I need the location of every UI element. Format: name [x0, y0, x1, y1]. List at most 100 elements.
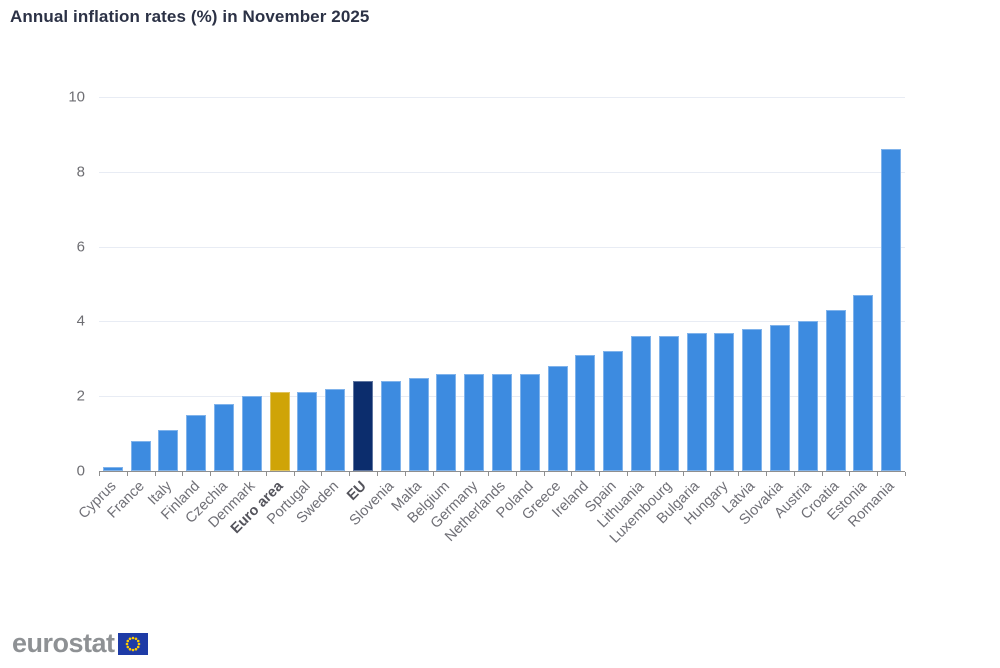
x-axis-tick [154, 472, 156, 476]
x-axis-tick [432, 472, 434, 476]
bar-slovenia[interactable] [380, 381, 401, 471]
x-axis-tick [627, 472, 629, 476]
inflation-bar-chart: 0 2 4 6 8 10 Cyprus France Italy Finland Czechia D… [68, 90, 906, 547]
bar-slot-portugal [294, 97, 322, 471]
bar-austria[interactable] [797, 321, 818, 471]
bar-slot-italy [155, 97, 183, 471]
y-axis-tick-label-4: 4 [76, 312, 85, 330]
bar-spain[interactable] [603, 351, 624, 471]
bar-ireland[interactable] [575, 355, 596, 471]
y-axis-tick-label-0: 0 [76, 462, 85, 480]
bar-slot-hungary [711, 97, 739, 471]
bar-slot-germany [460, 97, 488, 471]
x-axis-tick [905, 472, 906, 476]
gridline-8 [99, 171, 905, 173]
bar-slot-latvia [738, 97, 766, 471]
bar-eu[interactable] [353, 381, 374, 471]
x-axis-tick [543, 472, 545, 476]
gridline-4 [99, 321, 905, 323]
x-axis-tick [849, 472, 851, 476]
y-axis-tick-label-6: 6 [76, 238, 85, 256]
x-axis-tick [210, 472, 212, 476]
bars-layer [99, 97, 905, 471]
x-axis-tick [877, 472, 879, 476]
x-axis-tick [293, 472, 295, 476]
bar-slovakia[interactable] [770, 325, 791, 471]
bar-slot-estonia [850, 97, 878, 471]
chart-title: Annual inflation rates (%) in November 2… [10, 7, 370, 26]
bar-lithuania[interactable] [631, 336, 652, 471]
bar-netherlands[interactable] [492, 373, 513, 471]
bar-bulgaria[interactable] [686, 332, 707, 471]
bar-slot-slovakia [766, 97, 794, 471]
bar-france[interactable] [130, 441, 151, 471]
bar-finland[interactable] [186, 414, 207, 471]
bar-luxembourg[interactable] [658, 336, 679, 471]
bar-estonia[interactable] [853, 295, 874, 471]
bar-slot-denmark [238, 97, 266, 471]
bar-portugal[interactable] [297, 392, 318, 471]
bar-slot-bulgaria [683, 97, 711, 471]
x-axis-tick [99, 472, 100, 476]
x-axis-tick [710, 472, 712, 476]
y-axis-tick-label-2: 2 [76, 387, 85, 405]
x-axis-tick [488, 472, 490, 476]
bar-slot-austria [794, 97, 822, 471]
bar-greece[interactable] [547, 366, 568, 471]
gridline-6 [99, 246, 905, 248]
bar-hungary[interactable] [714, 332, 735, 471]
bar-slot-spain [599, 97, 627, 471]
bar-slot-greece [544, 97, 572, 471]
bar-slot-ireland [572, 97, 600, 471]
x-axis-tick [460, 472, 462, 476]
x-axis-tick [237, 472, 239, 476]
bar-slot-lithuania [627, 97, 655, 471]
x-axis-tick [404, 472, 406, 476]
x-axis-tick [821, 472, 823, 476]
x-axis-tick [599, 472, 601, 476]
x-axis-tick [182, 472, 184, 476]
bar-germany[interactable] [464, 373, 485, 471]
eu-flag-icon [117, 632, 148, 655]
bar-euro-area[interactable] [269, 392, 290, 471]
x-axis-tick [321, 472, 323, 476]
bar-malta[interactable] [408, 377, 429, 471]
x-axis-tick [515, 472, 517, 476]
bar-slot-luxembourg [655, 97, 683, 471]
bar-croatia[interactable] [825, 310, 846, 471]
bar-poland[interactable] [519, 373, 540, 471]
y-axis-tick-label-10: 10 [68, 88, 85, 106]
bar-belgium[interactable] [436, 373, 457, 471]
bar-slot-slovenia [377, 97, 405, 471]
bar-slot-malta [405, 97, 433, 471]
bar-slot-czechia [210, 97, 238, 471]
bar-denmark[interactable] [241, 396, 262, 471]
bar-slot-sweden [321, 97, 349, 471]
bar-slot-belgium [433, 97, 461, 471]
bar-slot-france [127, 97, 155, 471]
bar-latvia[interactable] [742, 328, 763, 471]
gridline-10 [99, 97, 905, 98]
bar-sweden[interactable] [325, 388, 346, 471]
bar-czechia[interactable] [214, 403, 235, 471]
bar-slot-netherlands [488, 97, 516, 471]
bar-slot-poland [516, 97, 544, 471]
x-axis-tick [793, 472, 795, 476]
x-axis-tick [349, 472, 351, 476]
bar-romania[interactable] [881, 149, 902, 471]
x-axis-tick [766, 472, 768, 476]
x-axis-tick [265, 472, 267, 476]
x-axis-tick [376, 472, 378, 476]
bar-slot-finland [182, 97, 210, 471]
eurostat-logo[interactable]: eurostat [12, 630, 148, 657]
eurostat-logo-text: eurostat [12, 628, 115, 658]
bar-slot-romania [877, 97, 905, 471]
x-axis-tick [738, 472, 740, 476]
bar-slot-cyprus [99, 97, 127, 471]
bar-cyprus[interactable] [102, 467, 123, 471]
x-axis-tick [682, 472, 684, 476]
bar-italy[interactable] [158, 429, 179, 471]
x-axis-line [99, 471, 905, 472]
bar-slot-croatia [822, 97, 850, 471]
